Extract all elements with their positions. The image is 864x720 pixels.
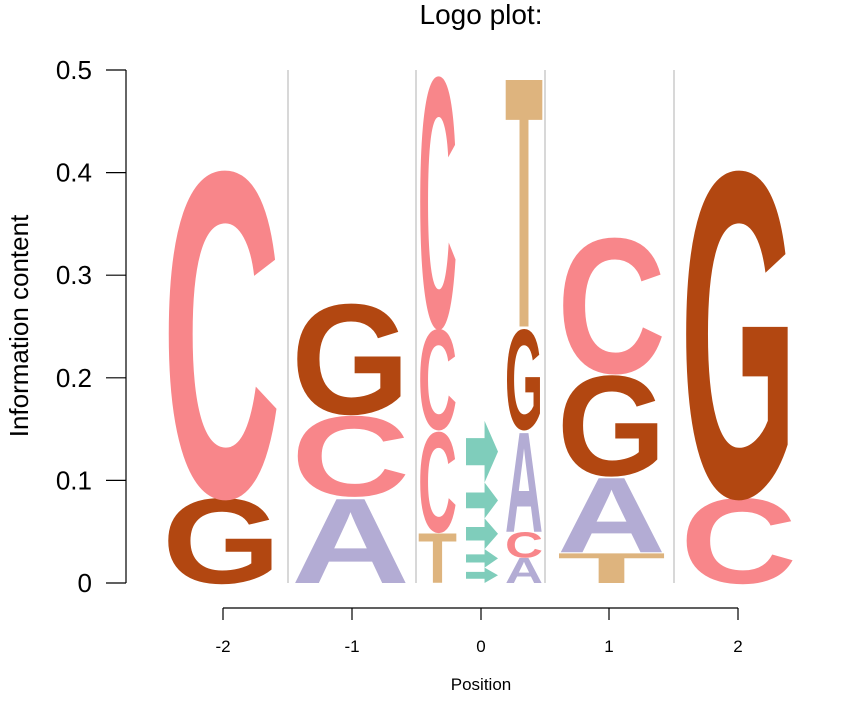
y-axis: 0 0.1 0.2 0.3 0.4 0.5 bbox=[56, 55, 127, 598]
arrow-mark bbox=[466, 420, 498, 483]
y-axis-label: Information content bbox=[4, 214, 34, 437]
y-tick-label: 0 bbox=[78, 568, 92, 598]
x-axis-label: Position bbox=[451, 675, 511, 694]
y-tick-label: 0.1 bbox=[56, 465, 92, 495]
x-tick-label: -1 bbox=[344, 637, 359, 656]
y-tick-label: 0.2 bbox=[56, 363, 92, 393]
y-tick-label: 0.3 bbox=[56, 260, 92, 290]
arrow-mark bbox=[466, 518, 498, 550]
letter-A: A bbox=[557, 455, 666, 576]
x-tick-label: 2 bbox=[733, 637, 742, 656]
letter-G: G bbox=[291, 271, 410, 448]
x-tick-label: 1 bbox=[604, 637, 613, 656]
letter-T: T bbox=[557, 545, 666, 593]
letter-C: C bbox=[418, 402, 457, 562]
letter-C: C bbox=[162, 76, 281, 596]
chart-title: Logo plot: bbox=[420, 0, 543, 30]
y-tick-label: 0.5 bbox=[56, 55, 92, 85]
letter-A: A bbox=[291, 473, 410, 609]
letter-T: T bbox=[418, 520, 457, 599]
letter-A: A bbox=[505, 402, 543, 563]
letter-C: C bbox=[291, 393, 410, 521]
column-gridlines bbox=[287, 70, 675, 583]
arrow-mark bbox=[466, 482, 498, 519]
letter-G: G bbox=[162, 474, 281, 610]
letter-C: C bbox=[505, 525, 543, 566]
y-tick-label: 0.4 bbox=[56, 158, 92, 188]
x-tick-label: 0 bbox=[476, 637, 485, 656]
x-axis: -2 -1 0 1 2 bbox=[215, 607, 743, 656]
x-tick-label: -2 bbox=[215, 637, 230, 656]
letter-G: G bbox=[680, 76, 797, 595]
letter-A: A bbox=[505, 550, 543, 591]
letter-T: T bbox=[505, 3, 543, 403]
arrow-mark bbox=[466, 567, 498, 583]
letter-C: C bbox=[418, 3, 457, 403]
arrow-mark bbox=[466, 549, 498, 568]
letter-C: C bbox=[418, 299, 457, 459]
letter-G: G bbox=[557, 347, 666, 507]
letter-C: C bbox=[680, 473, 797, 609]
letter-C: C bbox=[557, 198, 666, 414]
letter-G: G bbox=[505, 299, 543, 460]
